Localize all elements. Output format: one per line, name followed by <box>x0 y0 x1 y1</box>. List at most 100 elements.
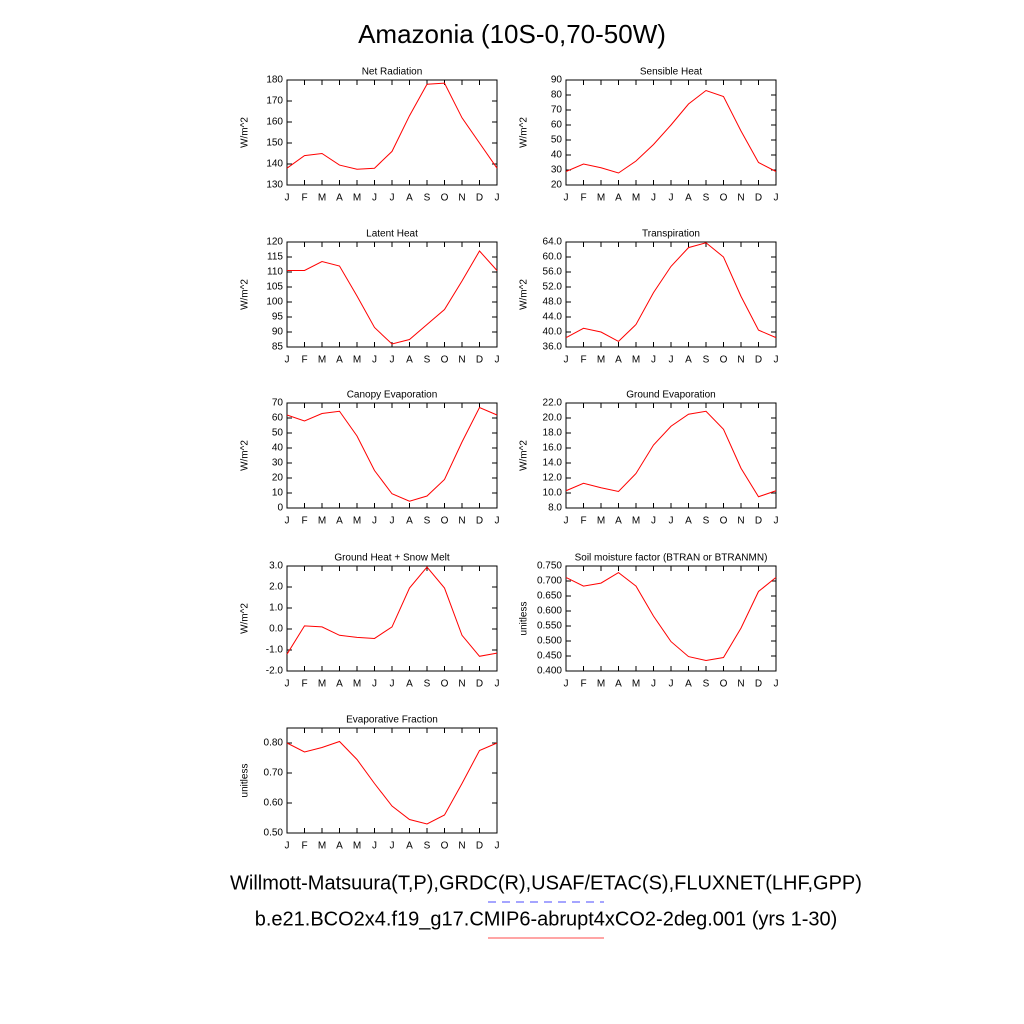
y-tick-label: 85 <box>272 342 284 353</box>
x-tick-label: J <box>285 679 290 690</box>
x-tick-label: S <box>424 679 431 690</box>
panel-title: Sensible Heat <box>640 67 702 78</box>
x-tick-label: F <box>301 193 307 204</box>
y-axis-label: unitless <box>519 602 530 636</box>
x-tick-label: O <box>441 193 449 204</box>
x-tick-label: J <box>372 516 377 527</box>
plot-frame <box>565 402 777 509</box>
x-tick-label: A <box>685 355 692 366</box>
y-tick-label: 10 <box>272 488 284 499</box>
plot-frame <box>565 79 777 186</box>
x-tick-label: J <box>651 516 656 527</box>
x-tick-label: N <box>458 193 465 204</box>
y-tick-label: 50 <box>272 428 284 439</box>
plot-frame <box>286 727 498 834</box>
x-tick-label: A <box>336 355 343 366</box>
y-tick-label: 16.0 <box>543 443 563 454</box>
x-tick-label: A <box>615 193 622 204</box>
legend-label: b.e21.BCO2x4.f19_g17.CMIP6-abrupt4xCO2-2… <box>255 908 838 930</box>
panel-title: Evaporative Fraction <box>346 715 438 726</box>
x-tick-label: J <box>774 355 779 366</box>
y-tick-label: 90 <box>272 327 284 338</box>
y-tick-label: 60 <box>272 413 284 424</box>
y-tick-label: 1.0 <box>269 603 283 614</box>
x-tick-label: J <box>285 841 290 852</box>
y-tick-label: 130 <box>266 180 283 191</box>
y-tick-label: 120 <box>266 237 283 248</box>
y-tick-label: -1.0 <box>266 645 284 656</box>
x-tick-label: O <box>441 679 449 690</box>
x-tick-label: S <box>424 193 431 204</box>
y-tick-label: 3.0 <box>269 561 283 572</box>
data-line <box>286 740 498 825</box>
x-tick-label: A <box>336 679 343 690</box>
x-tick-label: J <box>285 516 290 527</box>
y-tick-label: 115 <box>267 252 283 263</box>
x-tick-label: N <box>458 516 465 527</box>
x-tick-label: J <box>669 355 674 366</box>
y-axis-label: W/m^2 <box>519 117 530 148</box>
x-tick-label: M <box>353 679 361 690</box>
y-tick-label: 0.550 <box>537 621 562 632</box>
data-line <box>286 566 498 657</box>
x-tick-label: N <box>737 679 744 690</box>
x-tick-label: M <box>632 355 640 366</box>
x-tick-label: D <box>476 193 483 204</box>
y-tick-label: 20 <box>272 473 284 484</box>
y-tick-label: 110 <box>267 267 283 278</box>
y-tick-label: 20.0 <box>543 413 563 424</box>
y-tick-label: 80 <box>551 90 563 101</box>
x-tick-label: M <box>353 355 361 366</box>
y-tick-label: 0.70 <box>264 768 284 779</box>
x-tick-label: J <box>669 516 674 527</box>
y-tick-label: 70 <box>551 105 563 116</box>
x-tick-label: D <box>476 841 483 852</box>
y-tick-label: 0.500 <box>537 636 562 647</box>
x-tick-label: D <box>755 355 762 366</box>
x-tick-label: A <box>406 355 413 366</box>
y-tick-label: 150 <box>266 138 283 149</box>
y-tick-label: 90 <box>551 75 563 86</box>
x-tick-label: J <box>390 516 395 527</box>
x-tick-label: J <box>495 516 500 527</box>
x-tick-label: D <box>476 679 483 690</box>
x-tick-label: F <box>580 679 586 690</box>
x-tick-label: J <box>372 841 377 852</box>
y-tick-label: 140 <box>266 159 283 170</box>
x-tick-label: M <box>597 355 605 366</box>
x-tick-label: M <box>353 841 361 852</box>
y-tick-label: 160 <box>266 117 283 128</box>
x-tick-label: A <box>406 841 413 852</box>
x-tick-label: F <box>301 841 307 852</box>
x-tick-label: J <box>774 193 779 204</box>
plot-frame <box>286 402 498 509</box>
y-tick-label: 60 <box>551 120 563 131</box>
x-tick-label: J <box>495 193 500 204</box>
x-tick-label: J <box>372 193 377 204</box>
x-tick-label: M <box>318 516 326 527</box>
panel-title: Ground Evaporation <box>626 390 716 401</box>
x-tick-label: M <box>318 355 326 366</box>
x-tick-label: J <box>774 516 779 527</box>
x-tick-label: N <box>737 516 744 527</box>
x-tick-label: J <box>564 516 569 527</box>
x-tick-label: D <box>755 193 762 204</box>
panel-title: Soil moisture factor (BTRAN or BTRANMN) <box>575 553 768 564</box>
x-tick-label: O <box>441 841 449 852</box>
x-tick-label: N <box>458 679 465 690</box>
x-tick-label: M <box>632 679 640 690</box>
x-tick-label: J <box>651 679 656 690</box>
x-tick-label: J <box>669 193 674 204</box>
x-tick-label: A <box>336 841 343 852</box>
y-tick-label: 105 <box>266 282 283 293</box>
x-tick-label: J <box>774 679 779 690</box>
y-axis-label: W/m^2 <box>519 440 530 471</box>
x-tick-label: S <box>424 841 431 852</box>
x-tick-label: J <box>669 679 674 690</box>
y-tick-label: 40.0 <box>543 327 563 338</box>
x-tick-label: A <box>685 193 692 204</box>
y-tick-label: 56.0 <box>543 267 563 278</box>
x-tick-label: M <box>597 516 605 527</box>
plot-frame <box>286 241 498 348</box>
x-tick-label: J <box>390 355 395 366</box>
